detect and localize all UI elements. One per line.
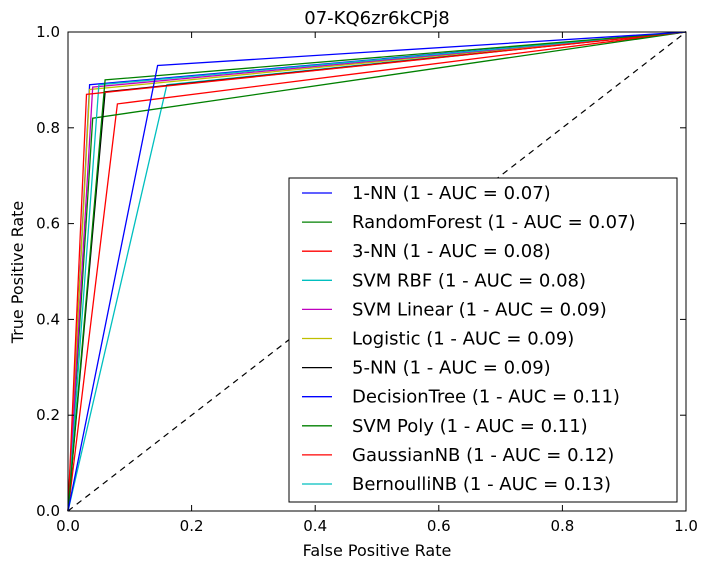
y-axis-label: True Positive Rate [8,201,27,345]
legend-label-2: RandomForest (1 - AUC = 0.07) [352,212,636,233]
series-line-3 [67,31,687,512]
x-tick-label: 0.4 [303,517,327,535]
axes: 0.0 0.2 0.4 0.6 0.8 1.0 0.0 0.2 0.4 0.6 0.8 1.0 [36,23,698,535]
legend-label-4: SVM RBF (1 - AUC = 0.08) [352,270,586,291]
x-tick-label: 0.0 [56,517,80,535]
legend-label-7: 5-NN (1 - AUC = 0.09) [352,358,551,379]
y-tick-label: 0.8 [36,119,60,137]
legend-label-5: SVM Linear (1 - AUC = 0.09) [352,299,607,320]
legend: 1-NN (1 - AUC = 0.07) RandomForest (1 - A… [288,177,678,503]
y-tick-label: 0.4 [36,310,60,328]
legend-label-11: BernoulliNB (1 - AUC = 0.13) [352,474,611,495]
x-tick-label: 0.6 [427,517,451,535]
series-line-10 [67,31,687,512]
legend-box [288,177,678,503]
series-line-2 [67,31,687,512]
series-line-6 [67,31,687,512]
x-tick-label: 0.8 [550,517,574,535]
x-axis-label: False Positive Rate [303,541,452,560]
series-line-4 [67,31,687,512]
y-tick-label: 0.6 [36,215,60,233]
legend-label-8: DecisionTree (1 - AUC = 0.11) [352,387,620,408]
x-tick-label: 0.2 [180,517,204,535]
legend-label-9: SVM Poly (1 - AUC = 0.11) [352,416,588,437]
legend-label-6: Logistic (1 - AUC = 0.09) [352,329,574,350]
y-tick-label: 0.2 [36,406,60,424]
y-tick-label: 0.0 [36,502,60,520]
plot-area [67,31,687,512]
legend-label-3: 3-NN (1 - AUC = 0.08) [352,241,551,262]
plot-frame [67,31,687,512]
legend-label-10: GaussianNB (1 - AUC = 0.12) [352,445,614,466]
series-line-1 [67,31,687,512]
series-lines [67,31,687,512]
chart-title: 07-KQ6zr6kCPj8 [304,8,449,29]
y-tick-label: 1.0 [36,23,60,41]
legend-label-1: 1-NN (1 - AUC = 0.07) [352,183,551,204]
x-tick-label: 1.0 [674,517,698,535]
